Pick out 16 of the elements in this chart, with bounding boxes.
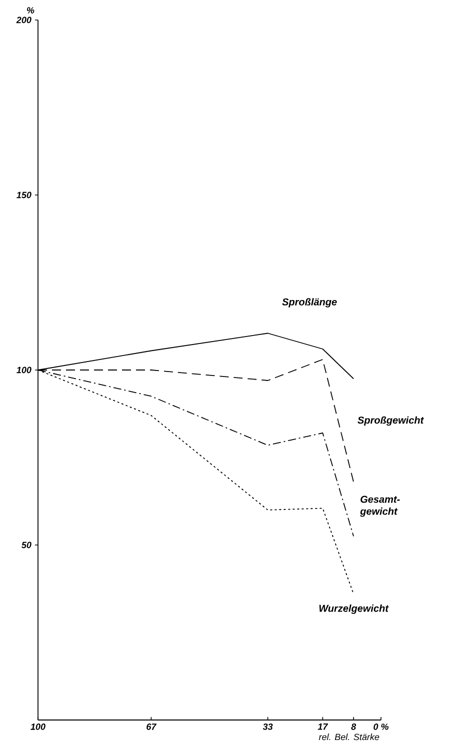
series-label: Gesamt-gewicht xyxy=(360,496,400,517)
x-tick-label: 0 % xyxy=(374,724,388,730)
y-tick-label: 200 xyxy=(16,16,32,24)
x-tick-label: 67 xyxy=(146,724,157,730)
series-label: Wurzelgewicht xyxy=(319,604,389,614)
series-label: Sproßgewicht xyxy=(358,416,424,426)
x-tick-label: 100 xyxy=(30,724,46,730)
x-tick-label: 33 xyxy=(262,724,273,730)
y-axis-title: % xyxy=(26,7,34,14)
y-tick-label: 100 xyxy=(16,366,32,374)
x-tick-label: 17 xyxy=(318,724,328,730)
y-tick-label: 50 xyxy=(22,542,32,548)
x-tick-label: 8 xyxy=(351,724,356,730)
text: Sproßlänge xyxy=(282,298,337,308)
y-tick-label: 150 xyxy=(16,192,32,198)
x-axis-title: rel. Bel. Stärke xyxy=(318,734,380,740)
